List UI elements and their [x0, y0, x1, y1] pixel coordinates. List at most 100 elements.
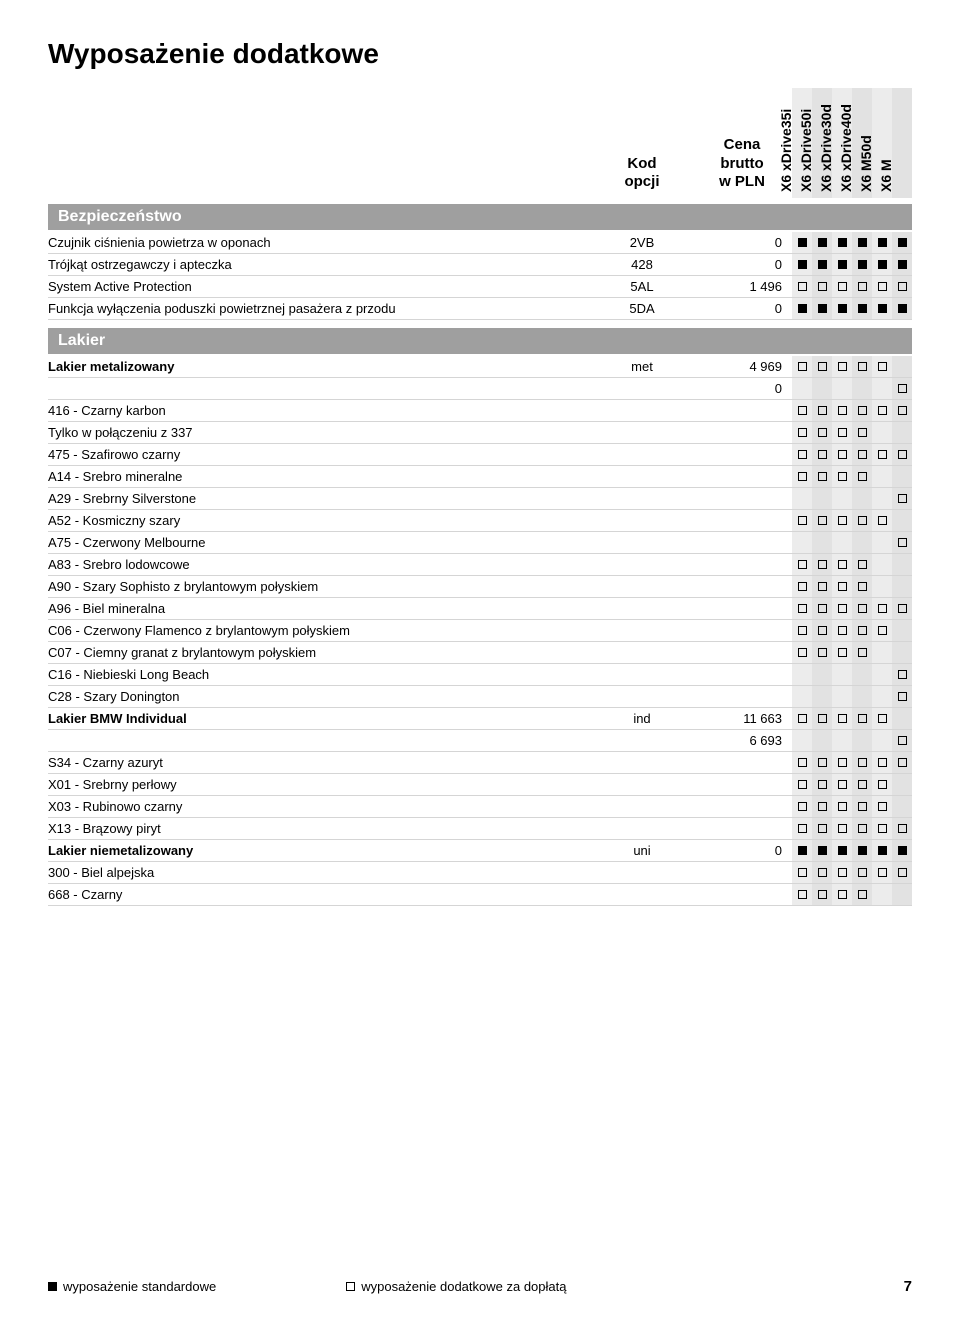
model-cell	[832, 642, 852, 663]
empty-square-icon	[858, 560, 867, 569]
row-code: 2VB	[592, 232, 692, 253]
row-code	[592, 884, 692, 905]
empty-square-icon	[798, 648, 807, 657]
filled-square-icon	[798, 846, 807, 855]
table-row: S34 - Czarny azuryt	[48, 752, 912, 774]
row-code	[592, 730, 692, 751]
filled-square-icon	[838, 238, 847, 247]
model-cell	[792, 774, 812, 795]
row-price: 1 496	[692, 276, 792, 297]
empty-square-icon	[878, 758, 887, 767]
model-cell	[872, 708, 892, 729]
model-cell	[852, 466, 872, 487]
model-cell	[812, 752, 832, 773]
model-header-label: X6 xDrive50i	[798, 109, 814, 192]
row-label: A90 - Szary Sophisto z brylantowym połys…	[48, 576, 592, 597]
table-row: C28 - Szary Donington	[48, 686, 912, 708]
row-price	[692, 862, 792, 883]
empty-square-icon	[838, 516, 847, 525]
model-cell	[852, 796, 872, 817]
model-cell	[792, 400, 812, 421]
empty-square-icon	[858, 428, 867, 437]
row-label: A52 - Kosmiczny szary	[48, 510, 592, 531]
model-cell	[892, 298, 912, 319]
empty-square-icon	[898, 758, 907, 767]
filled-square-icon	[798, 260, 807, 269]
model-cell	[852, 642, 872, 663]
empty-square-icon	[878, 780, 887, 789]
row-label: Funkcja wyłączenia poduszki powietrznej …	[48, 298, 592, 319]
empty-square-icon	[838, 362, 847, 371]
model-cell	[852, 422, 872, 443]
model-cell	[852, 356, 872, 377]
table-row: Funkcja wyłączenia poduszki powietrznej …	[48, 298, 912, 320]
model-cell	[872, 796, 892, 817]
model-cell	[892, 862, 912, 883]
row-models	[792, 686, 912, 707]
table-row: 6 693	[48, 730, 912, 752]
model-cell	[872, 298, 892, 319]
model-header-label: X6 xDrive40d	[838, 104, 854, 192]
row-code: uni	[592, 840, 692, 861]
empty-square-icon	[838, 758, 847, 767]
model-cell	[872, 818, 892, 839]
empty-square-icon	[798, 472, 807, 481]
row-price: 11 663	[692, 708, 792, 729]
row-models	[792, 840, 912, 861]
table-row: A90 - Szary Sophisto z brylantowym połys…	[48, 576, 912, 598]
row-code	[592, 818, 692, 839]
row-label: C28 - Szary Donington	[48, 686, 592, 707]
model-cell	[812, 686, 832, 707]
model-cell	[852, 554, 872, 575]
table-row: C06 - Czerwony Flamenco z brylantowym po…	[48, 620, 912, 642]
row-code: ind	[592, 708, 692, 729]
filled-square-icon	[898, 846, 907, 855]
row-price	[692, 686, 792, 707]
row-price	[692, 664, 792, 685]
empty-square-icon	[838, 802, 847, 811]
row-label: S34 - Czarny azuryt	[48, 752, 592, 773]
table-row: A96 - Biel mineralna	[48, 598, 912, 620]
row-models	[792, 730, 912, 751]
model-cell	[792, 686, 812, 707]
row-models	[792, 356, 912, 377]
empty-square-icon	[798, 406, 807, 415]
model-cell	[852, 774, 872, 795]
row-price	[692, 752, 792, 773]
empty-square-icon	[878, 626, 887, 635]
model-cell	[852, 730, 872, 751]
model-cell	[812, 598, 832, 619]
legend-standard: wyposażenie standardowe	[48, 1279, 216, 1294]
model-cell	[892, 774, 912, 795]
model-cell	[832, 774, 852, 795]
model-cell	[852, 598, 872, 619]
filled-square-icon	[818, 238, 827, 247]
model-cell	[892, 532, 912, 553]
model-cell	[852, 576, 872, 597]
model-cell	[792, 378, 812, 399]
model-cell	[832, 752, 852, 773]
model-cell	[892, 598, 912, 619]
row-label: C06 - Czerwony Flamenco z brylantowym po…	[48, 620, 592, 641]
row-label: A83 - Srebro lodowcowe	[48, 554, 592, 575]
row-code	[592, 686, 692, 707]
model-cell	[872, 466, 892, 487]
model-cell	[812, 818, 832, 839]
model-cell	[792, 620, 812, 641]
model-header-label: X6 xDrive30d	[818, 104, 834, 192]
legend-optional-label: wyposażenie dodatkowe za dopłatą	[361, 1279, 566, 1294]
empty-square-icon	[858, 780, 867, 789]
empty-square-icon	[878, 516, 887, 525]
row-code	[592, 576, 692, 597]
empty-square-icon	[878, 362, 887, 371]
empty-square-icon	[838, 604, 847, 613]
row-models	[792, 884, 912, 905]
row-price	[692, 554, 792, 575]
empty-square-icon	[858, 282, 867, 291]
table-row: X13 - Brązowy piryt	[48, 818, 912, 840]
empty-square-icon	[878, 802, 887, 811]
model-cell	[812, 510, 832, 531]
model-cell	[832, 730, 852, 751]
row-label: 668 - Czarny	[48, 884, 592, 905]
empty-square-icon	[898, 736, 907, 745]
